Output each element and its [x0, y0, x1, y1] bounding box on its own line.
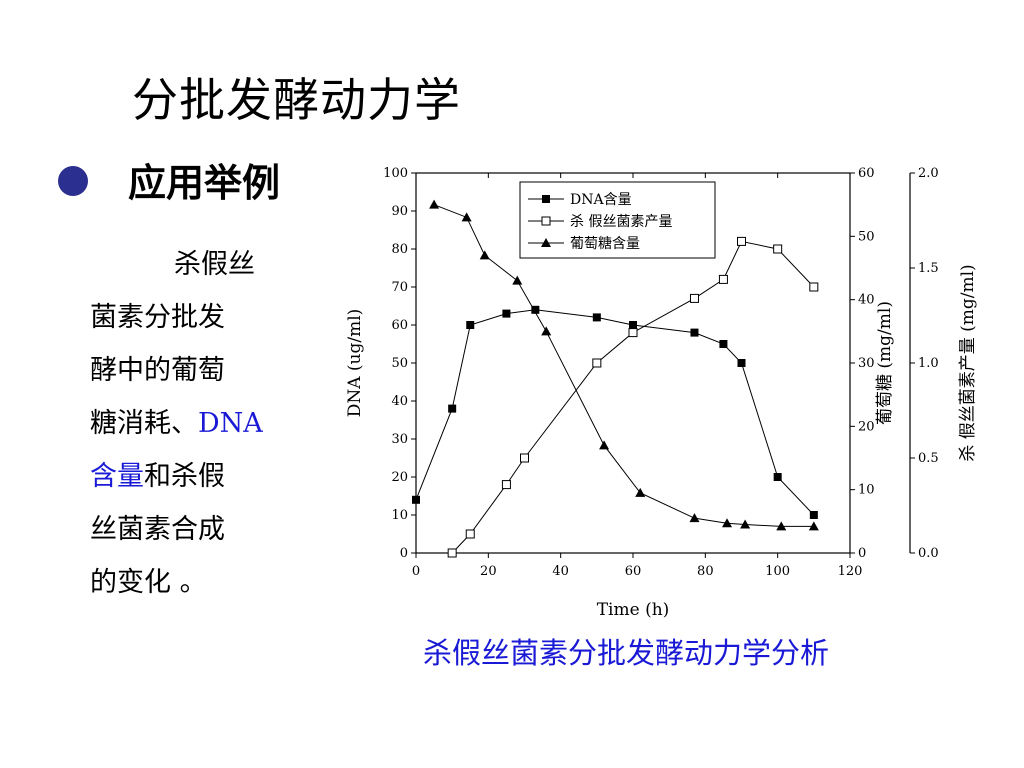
data-point-series-0 — [719, 340, 728, 348]
x-tick-label: 40 — [552, 564, 569, 579]
series-line-0 — [415, 309, 815, 516]
x-tick-label: 100 — [765, 564, 790, 579]
data-point-series-2 — [808, 521, 819, 531]
body-highlight-content: 含量 — [90, 461, 144, 492]
data-point-series-1 — [718, 274, 728, 284]
body-text-part6: 丝菌素合成 — [90, 514, 225, 545]
data-point-series-1 — [809, 282, 819, 292]
right2-tick-label: 1.0 — [918, 356, 939, 371]
body-text-part5: 和杀假 — [144, 461, 225, 492]
x-tick-label: 120 — [838, 564, 863, 579]
body-text-part3: 酵中的葡萄 — [90, 355, 225, 386]
slide-title: 分批发酵动力学 — [132, 73, 461, 127]
data-point-series-2 — [479, 250, 490, 260]
data-point-series-1 — [773, 244, 783, 254]
data-point-series-1 — [501, 480, 511, 490]
data-point-series-1 — [628, 328, 638, 338]
right1-tick-label: 40 — [858, 293, 875, 308]
data-point-series-0 — [592, 313, 601, 322]
right1-tick-label: 20 — [858, 419, 875, 434]
left-tick-label: 50 — [391, 356, 408, 371]
x-axis-label: Time (h) — [597, 600, 670, 620]
data-point-series-0 — [412, 495, 420, 504]
data-point-series-0 — [448, 404, 457, 413]
data-point-series-2 — [429, 199, 440, 209]
legend-label: DNA含量 — [570, 192, 632, 208]
right1-tick-label: 30 — [858, 356, 875, 371]
body-text-part1: 杀假丝 — [174, 249, 255, 280]
data-point-series-0 — [809, 511, 818, 519]
left-tick-label: 30 — [391, 432, 408, 447]
legend-label: 杀 假丝菌素产量 — [570, 214, 672, 230]
left-tick-label: 100 — [383, 166, 408, 181]
right1-axis-label: 葡萄糖 (mg/ml) — [875, 301, 895, 425]
data-point-series-1 — [465, 529, 475, 539]
body-text-part7: 的变化 。 — [90, 567, 207, 598]
x-tick-label: 20 — [480, 564, 497, 579]
right1-tick-label: 50 — [858, 229, 875, 244]
data-point-series-2 — [512, 275, 523, 285]
left-axis-label: DNA (ug/ml) — [345, 309, 365, 418]
x-tick-label: 60 — [625, 564, 642, 579]
bullet-dot-icon — [58, 166, 88, 196]
left-tick-label: 20 — [391, 470, 408, 485]
left-tick-label: 70 — [391, 280, 408, 295]
data-point-series-2 — [599, 440, 610, 450]
data-point-series-2 — [740, 519, 751, 529]
body-paragraph: 杀假丝菌素分批发酵中的葡萄糖消耗、DNA 含量和杀假丝菌素合成的变化 。 — [90, 238, 305, 609]
data-point-series-2 — [635, 487, 646, 497]
data-point-series-0 — [629, 321, 637, 329]
left-tick-label: 90 — [391, 204, 408, 219]
data-point-series-1 — [592, 358, 602, 368]
left-tick-label: 60 — [391, 318, 408, 333]
data-point-series-0 — [466, 321, 475, 329]
legend-swatch-marker — [541, 216, 551, 226]
data-point-series-1 — [737, 236, 746, 246]
data-point-series-2 — [722, 518, 733, 528]
right2-tick-label: 0.5 — [918, 451, 939, 466]
x-tick-label: 80 — [697, 564, 714, 579]
data-point-series-1 — [689, 293, 699, 303]
bullet-heading: 应用举例 — [128, 161, 281, 205]
data-point-series-0 — [502, 309, 511, 318]
right2-tick-label: 1.5 — [918, 261, 939, 276]
data-point-series-2 — [689, 513, 700, 523]
body-text-part2: 菌素分批发 — [90, 302, 225, 333]
series-line-2 — [433, 204, 814, 527]
legend-box — [519, 181, 716, 259]
data-point-series-0 — [690, 328, 699, 337]
data-point-series-2 — [776, 521, 787, 531]
data-point-series-0 — [773, 473, 782, 481]
x-tick-label: 0 — [412, 564, 420, 579]
body-highlight-dna: DNA — [198, 408, 263, 439]
data-point-series-0 — [737, 359, 746, 367]
chart-series — [412, 199, 819, 558]
left-tick-label: 80 — [391, 242, 408, 257]
right2-tick-label: 2.0 — [918, 166, 939, 181]
body-text-part4: 糖消耗、 — [90, 408, 198, 439]
right1-tick-label: 60 — [858, 166, 875, 181]
legend-swatch-marker — [542, 195, 550, 203]
left-tick-label: 0 — [400, 546, 408, 561]
legend-swatch-marker — [541, 238, 551, 247]
data-point-series-0 — [531, 305, 540, 314]
right2-axis-label: 杀 假丝菌素产量 (mg/ml) — [958, 264, 978, 461]
series-line-1 — [451, 240, 815, 554]
right2-tick-label: 0.0 — [918, 546, 939, 561]
data-point-series-2 — [541, 326, 552, 336]
data-point-series-2 — [461, 212, 472, 222]
right1-tick-label: 0 — [858, 546, 866, 561]
data-point-series-1 — [520, 453, 529, 463]
data-point-series-1 — [447, 548, 457, 558]
left-tick-label: 40 — [391, 394, 408, 409]
left-tick-label: 10 — [391, 508, 408, 523]
legend-label: 葡萄糖含量 — [570, 236, 640, 252]
right1-tick-label: 10 — [858, 483, 875, 498]
chart-caption: 杀假丝菌素分批发酵动力学分析 — [423, 636, 830, 670]
